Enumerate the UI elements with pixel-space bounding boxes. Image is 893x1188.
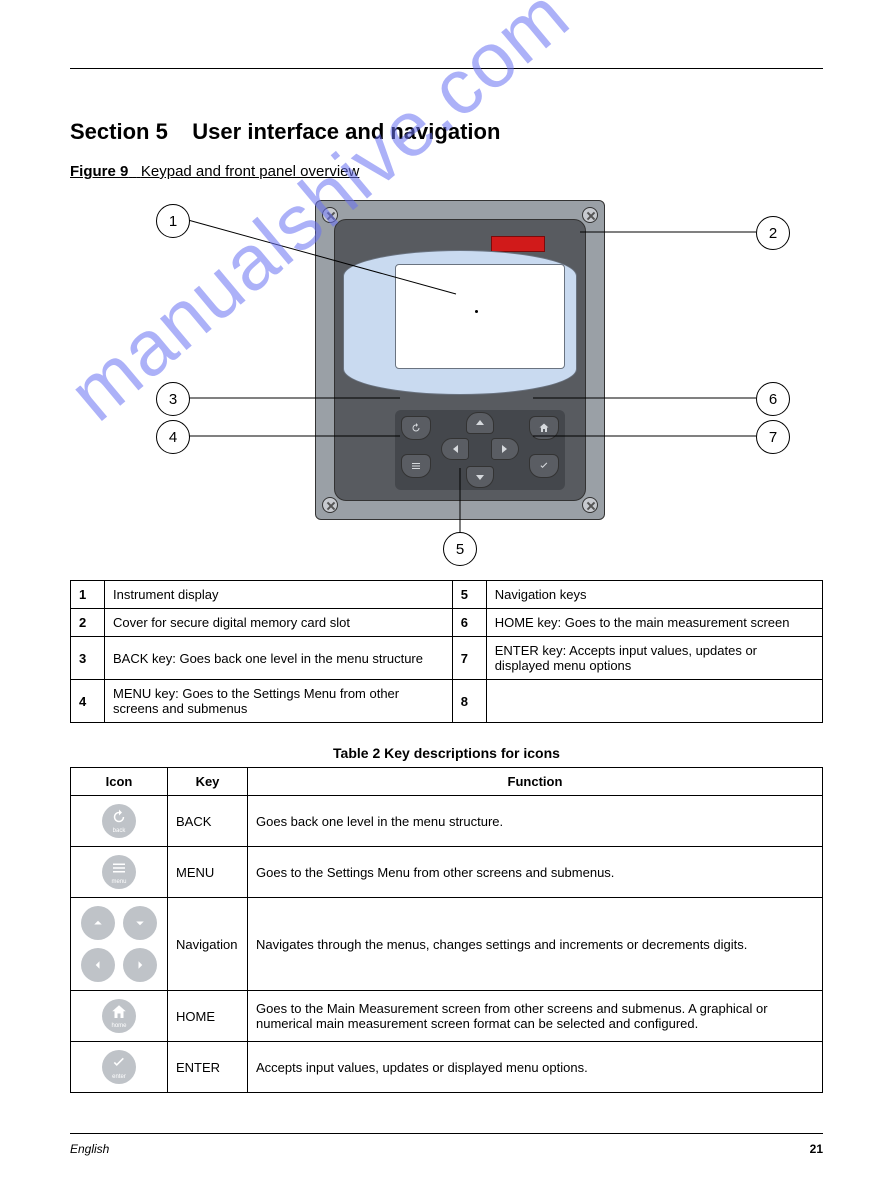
key-description-table: Icon Key Function back BACK Goes back on… — [70, 767, 823, 1093]
table-row: Navigation Navigates through the menus, … — [71, 898, 823, 991]
chevron-right-icon — [123, 948, 157, 982]
table-row: 4 MENU key: Goes to the Settings Menu fr… — [71, 680, 823, 723]
key-number: 2 — [71, 609, 105, 637]
enter-icon: enter — [102, 1050, 136, 1084]
figure-key-table: 1 Instrument display 5 Navigation keys 2… — [70, 580, 823, 723]
figure-number: Figure 9 — [70, 163, 128, 180]
callout-number: 1 — [169, 213, 177, 230]
back-icon: back — [102, 804, 136, 838]
key-number: 7 — [452, 637, 486, 680]
key-name: Navigation — [168, 898, 248, 991]
callout-number: 3 — [169, 391, 177, 408]
key-name: MENU — [168, 847, 248, 898]
table-header-row: Icon Key Function — [71, 768, 823, 796]
icon-cell: back — [71, 796, 168, 847]
callout-number: 2 — [769, 225, 777, 242]
key-name: ENTER — [168, 1042, 248, 1093]
section-number: Section 5 — [70, 119, 168, 144]
callout-3: 3 — [156, 382, 190, 416]
table-row: menu MENU Goes to the Settings Menu from… — [71, 847, 823, 898]
key-label: HOME key: Goes to the main measurement s… — [486, 609, 822, 637]
key-label: Navigation keys — [486, 581, 822, 609]
key-name: BACK — [168, 796, 248, 847]
callout-1: 1 — [156, 204, 190, 238]
key-label: Cover for secure digital memory card slo… — [105, 609, 453, 637]
nav-icon-cluster — [79, 904, 159, 984]
callout-7: 7 — [756, 420, 790, 454]
home-icon: home — [102, 999, 136, 1033]
key-function: Navigates through the menus, changes set… — [248, 898, 823, 991]
key-label — [486, 680, 822, 723]
callout-number: 5 — [456, 541, 464, 558]
table-row: 2 Cover for secure digital memory card s… — [71, 609, 823, 637]
footer-language: English — [70, 1142, 109, 1156]
table-row: 3 BACK key: Goes back one level in the m… — [71, 637, 823, 680]
leader-lines — [70, 190, 823, 570]
menu-icon: menu — [102, 855, 136, 889]
col-header-function: Function — [248, 768, 823, 796]
figure-title: Keypad and front panel overview — [141, 163, 359, 180]
callout-number: 4 — [169, 429, 177, 446]
footer-rule — [70, 1133, 823, 1134]
page-footer: English 21 — [70, 1142, 823, 1156]
section-heading: Section 5 User interface and navigation — [70, 119, 893, 145]
col-header-key: Key — [168, 768, 248, 796]
key-function: Goes to the Main Measurement screen from… — [248, 991, 823, 1042]
icon-cell — [71, 898, 168, 991]
callout-number: 7 — [769, 429, 777, 446]
table-row: home HOME Goes to the Main Measurement s… — [71, 991, 823, 1042]
page-number: 21 — [810, 1142, 823, 1156]
callout-number: 6 — [769, 391, 777, 408]
table-2-caption: Table 2 Key descriptions for icons — [70, 745, 823, 761]
chevron-left-icon — [81, 948, 115, 982]
key-label: BACK key: Goes back one level in the men… — [105, 637, 453, 680]
figure-diagram: 1 2 3 4 5 6 7 — [70, 190, 823, 570]
manual-page: { "watermark": "manualshive.com", "secti… — [0, 68, 893, 1156]
callout-4: 4 — [156, 420, 190, 454]
callout-2: 2 — [756, 216, 790, 250]
key-function: Accepts input values, updates or display… — [248, 1042, 823, 1093]
callout-5: 5 — [443, 532, 477, 566]
col-header-icon: Icon — [71, 768, 168, 796]
key-number: 5 — [452, 581, 486, 609]
chevron-up-icon — [81, 906, 115, 940]
icon-cell: menu — [71, 847, 168, 898]
key-label: MENU key: Goes to the Settings Menu from… — [105, 680, 453, 723]
key-number: 8 — [452, 680, 486, 723]
chevron-down-icon — [123, 906, 157, 940]
callout-6: 6 — [756, 382, 790, 416]
key-number: 3 — [71, 637, 105, 680]
key-number: 6 — [452, 609, 486, 637]
key-function: Goes back one level in the menu structur… — [248, 796, 823, 847]
key-name: HOME — [168, 991, 248, 1042]
key-label: Instrument display — [105, 581, 453, 609]
figure-caption: Figure 9 Keypad and front panel overview — [70, 163, 893, 180]
icon-cell: enter — [71, 1042, 168, 1093]
key-number: 4 — [71, 680, 105, 723]
table-row: 1 Instrument display 5 Navigation keys — [71, 581, 823, 609]
key-label: ENTER key: Accepts input values, updates… — [486, 637, 822, 680]
table-row: enter ENTER Accepts input values, update… — [71, 1042, 823, 1093]
icon-cell: home — [71, 991, 168, 1042]
table-row: back BACK Goes back one level in the men… — [71, 796, 823, 847]
key-number: 1 — [71, 581, 105, 609]
section-title: User interface and navigation — [192, 119, 500, 144]
key-function: Goes to the Settings Menu from other scr… — [248, 847, 823, 898]
top-rule — [70, 68, 823, 69]
